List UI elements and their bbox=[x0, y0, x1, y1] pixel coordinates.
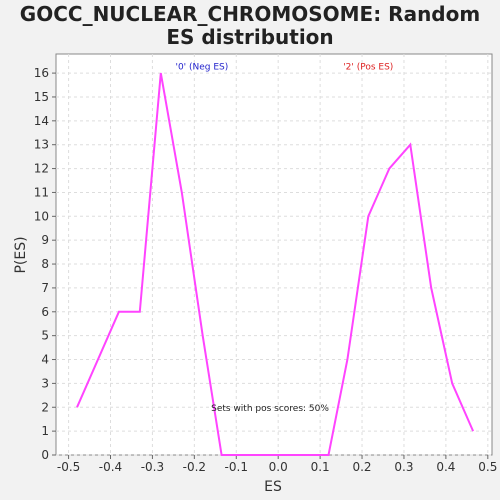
annotation-label: Sets with pos scores: 50% bbox=[211, 404, 329, 414]
annotation-label: '2' (Pos ES) bbox=[343, 63, 393, 73]
y-axis-label: P(ES) bbox=[13, 236, 29, 273]
y-tick-label: 9 bbox=[41, 233, 49, 247]
y-tick-label: 10 bbox=[34, 209, 49, 223]
x-tick-label: 0.1 bbox=[311, 460, 330, 474]
chart-title-line2: ES distribution bbox=[166, 25, 334, 49]
y-tick-label: 3 bbox=[41, 376, 49, 390]
x-tick-label: -0.2 bbox=[183, 460, 206, 474]
y-tick-label: 12 bbox=[34, 162, 49, 176]
y-tick-label: 13 bbox=[34, 138, 49, 152]
y-tick-label: 2 bbox=[41, 400, 49, 414]
y-tick-label: 1 bbox=[41, 424, 49, 438]
annotations: '0' (Neg ES) '2' (Pos ES) Sets with pos sc… bbox=[175, 63, 393, 414]
annotation-label: '0' (Neg ES) bbox=[175, 63, 228, 73]
y-tick-label: 4 bbox=[41, 353, 49, 367]
y-tick-label: 15 bbox=[34, 90, 49, 104]
x-tick-label: 0.5 bbox=[478, 460, 497, 474]
y-tick-label: 14 bbox=[34, 114, 49, 128]
x-tick-label: 0.4 bbox=[436, 460, 455, 474]
chart-title-line1: GOCC_NUCLEAR_CHROMOSOME: Random bbox=[19, 2, 481, 26]
x-tick-label: -0.3 bbox=[141, 460, 164, 474]
x-tick-label: -0.4 bbox=[99, 460, 122, 474]
y-tick-label: 5 bbox=[41, 329, 49, 343]
y-tick-label: 7 bbox=[41, 281, 49, 295]
x-axis-label: ES bbox=[264, 479, 282, 495]
y-tick-label: 11 bbox=[34, 185, 49, 199]
x-tick-label: -0.1 bbox=[225, 460, 248, 474]
y-tick-label: 6 bbox=[41, 305, 49, 319]
y-tick-label: 16 bbox=[34, 66, 49, 80]
x-tick-label: 0.2 bbox=[352, 460, 371, 474]
x-tick-label: -0.5 bbox=[57, 460, 80, 474]
x-axis: -0.5 -0.4 -0.3 -0.2 -0.1 0.0 0.1 0.2 0.3 0.4 0.5 bbox=[57, 455, 497, 474]
x-tick-label: 0.3 bbox=[394, 460, 413, 474]
x-tick-label: 0.0 bbox=[269, 460, 288, 474]
y-tick-label: 8 bbox=[41, 257, 49, 271]
y-tick-label: 0 bbox=[41, 448, 49, 462]
series-line bbox=[76, 72, 475, 456]
